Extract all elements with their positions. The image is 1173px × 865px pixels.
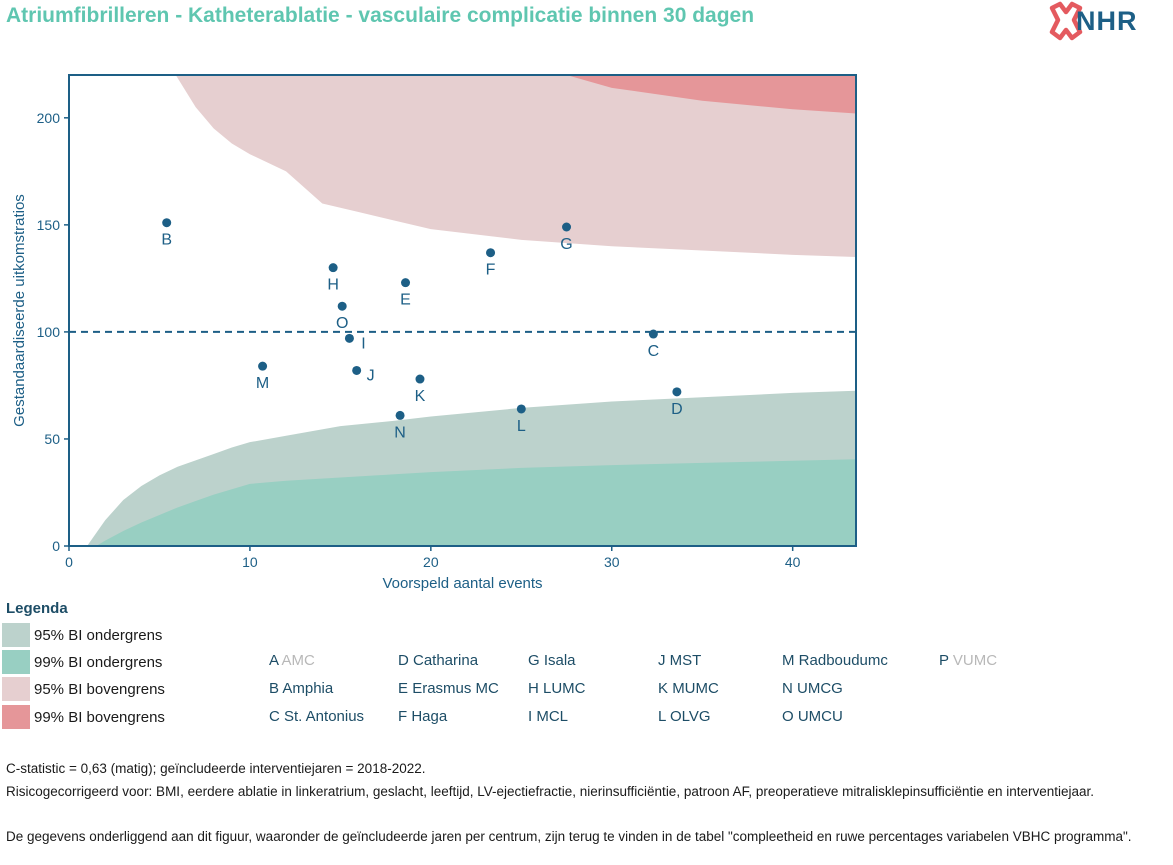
scatter-chart: 0 50 100 150 200 0 10 20 30 40 B H OIJ M E K N F G L C D Vo…: [11, 74, 857, 592]
legend-label: 99% BI bovengrens: [34, 708, 165, 726]
x-tick-label: 40: [785, 554, 801, 570]
legend-item: 99% BI ondergrens: [2, 649, 162, 675]
point-k: [415, 374, 425, 384]
x-tick-label: 10: [242, 554, 258, 570]
point-label-l: L: [517, 418, 526, 435]
point-label-k: K: [415, 388, 426, 405]
point-b: [162, 218, 172, 228]
center-a: A AMC: [269, 652, 315, 669]
center-f: F Haga: [398, 708, 448, 725]
point-g: [562, 222, 572, 232]
y-tick-label: 100: [37, 324, 61, 340]
center-o: O UMCU: [782, 708, 843, 725]
point-label-b: B: [161, 232, 172, 249]
footnote-data-source: De gegevens onderliggend aan dit figuur,…: [6, 829, 1132, 844]
data-points: B H OIJ M E K N F G L C D: [161, 218, 683, 441]
point-label-e: E: [400, 292, 411, 309]
center-l: L OLVG: [658, 708, 711, 725]
center-d: D Catharina: [398, 652, 479, 669]
legend-swatch: [2, 623, 30, 647]
page-title: Atriumfibrilleren - Katheterablatie - va…: [6, 4, 755, 27]
band-99-upper: [566, 75, 856, 114]
y-tick-label: 0: [52, 538, 60, 554]
point-label-c: C: [648, 343, 660, 360]
y-tick-label: 150: [37, 217, 61, 233]
x-axis: 0 10 20 30 40: [65, 546, 801, 570]
y-axis: 0 50 100 150 200: [37, 110, 69, 554]
logo-text: NHR: [1076, 6, 1138, 36]
point-i: [344, 333, 354, 343]
legend-title: Legenda: [6, 600, 68, 617]
x-tick-label: 30: [604, 554, 620, 570]
point-label-o: O: [336, 315, 348, 332]
point-m: [258, 361, 268, 371]
legend-label: 99% BI ondergrens: [34, 653, 163, 671]
legend-item: 99% BI bovengrens: [2, 704, 165, 730]
point-label-n: N: [394, 424, 406, 441]
center-n: N UMCG: [782, 680, 843, 697]
footnote-risk-adjustment: Risicogecorrigeerd voor: BMI, eerdere ab…: [6, 784, 1095, 799]
center-i: I MCL: [528, 708, 569, 725]
center-p: P VUMC: [939, 652, 998, 669]
center-h: H LUMC: [528, 680, 586, 697]
point-n: [395, 410, 405, 420]
x-axis-label: Voorspeld aantal events: [382, 575, 542, 592]
band-99-lower: [87, 459, 856, 546]
center-c: C St. Antonius: [269, 708, 365, 725]
legend-swatch: [2, 705, 30, 729]
point-d: [672, 387, 682, 397]
center-e: E Erasmus MC: [398, 680, 499, 697]
legend-swatch: [2, 650, 30, 674]
legend-item: 95% BI bovengrens: [2, 676, 165, 702]
point-label-m: M: [256, 375, 269, 392]
point-l: [516, 404, 526, 414]
y-tick-label: 50: [44, 431, 60, 447]
point-label-j: J: [367, 367, 375, 384]
legend-label: 95% BI bovengrens: [34, 680, 165, 698]
point-label-d: D: [671, 401, 683, 418]
point-label-i: I: [361, 335, 365, 352]
y-tick-label: 200: [37, 110, 61, 126]
center-m: M Radboudumc: [782, 652, 888, 669]
point-f: [486, 248, 496, 258]
confidence-bands: [87, 75, 856, 546]
x-tick-label: 20: [423, 554, 439, 570]
legend-label: 95% BI ondergrens: [34, 626, 163, 644]
point-label-g: G: [560, 236, 572, 253]
point-label-h: H: [327, 277, 339, 294]
point-label-f: F: [486, 262, 496, 279]
legend-swatch: [2, 677, 30, 701]
point-j: [352, 365, 362, 375]
band-95-upper: [175, 75, 856, 257]
point-h: [328, 263, 338, 273]
footnote-cstatistic: C-statistic = 0,63 (matig); geïncludeerd…: [6, 761, 426, 776]
point-c: [648, 329, 658, 339]
center-j: J MST: [658, 652, 702, 669]
point-o: [337, 301, 347, 311]
legend-item: 95% BI ondergrens: [2, 622, 162, 648]
center-g: G Isala: [528, 652, 576, 669]
center-b: B Amphia: [269, 680, 334, 697]
plot-frame: [68, 74, 857, 547]
x-tick-label: 0: [65, 554, 73, 570]
y-axis-label: Gestandaardiseerde uitkomstratios: [11, 194, 28, 427]
point-e: [401, 278, 411, 288]
center-k: K MUMC: [658, 680, 719, 697]
nhr-logo-icon: [1049, 1, 1083, 41]
